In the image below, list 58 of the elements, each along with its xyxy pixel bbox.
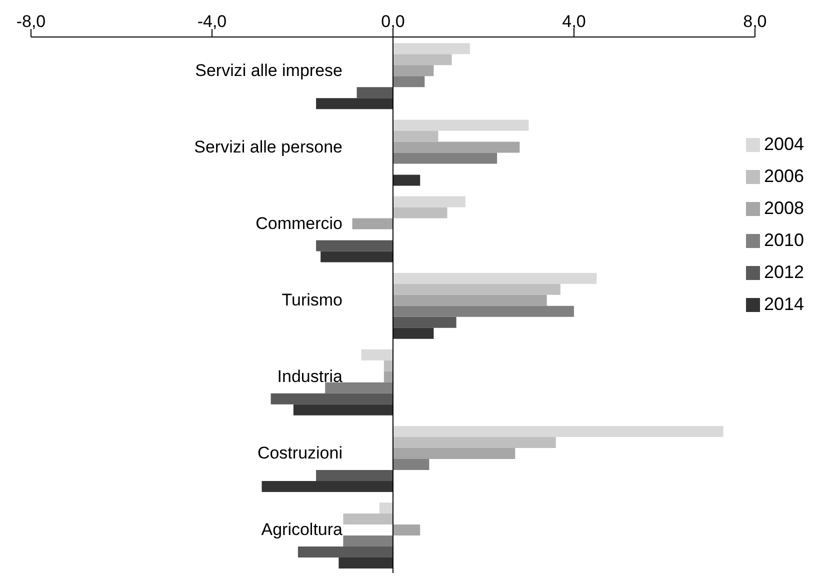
x-tick-label: 4,0 bbox=[562, 12, 586, 31]
bar bbox=[392, 316, 456, 328]
y-tick-label: Costruzioni bbox=[257, 444, 342, 463]
bar bbox=[392, 196, 466, 208]
bar bbox=[270, 393, 393, 404]
bar bbox=[392, 284, 560, 295]
bar bbox=[392, 65, 434, 76]
x-tick-label: -8,0 bbox=[16, 12, 46, 31]
bar bbox=[392, 142, 520, 153]
bar bbox=[392, 76, 425, 88]
legend-label: 2012 bbox=[764, 262, 804, 282]
legend-label: 2014 bbox=[764, 294, 804, 314]
legend-label: 2004 bbox=[764, 134, 804, 154]
x-tick-label: -4,0 bbox=[197, 12, 227, 31]
bar bbox=[361, 349, 393, 360]
y-tick-label: Commercio bbox=[256, 214, 342, 233]
y-tick-label: Servizi alle imprese bbox=[195, 60, 342, 80]
bar bbox=[384, 371, 393, 382]
bar bbox=[356, 87, 393, 98]
bar bbox=[379, 502, 393, 514]
bar bbox=[325, 382, 393, 394]
bar bbox=[384, 360, 393, 372]
legend-label: 2010 bbox=[764, 230, 804, 250]
legend-label: 2006 bbox=[764, 166, 804, 186]
bar bbox=[320, 251, 393, 262]
bar bbox=[316, 240, 393, 252]
bar bbox=[338, 558, 393, 569]
bar bbox=[392, 207, 448, 218]
bar bbox=[343, 514, 393, 525]
bar bbox=[262, 480, 393, 492]
x-tick-label: 0,0 bbox=[381, 12, 405, 31]
bar bbox=[392, 43, 470, 54]
bar bbox=[392, 152, 498, 164]
bar bbox=[392, 174, 420, 186]
bar bbox=[392, 458, 430, 470]
y-tick-label: Servizi alle persone bbox=[194, 137, 342, 156]
bar bbox=[343, 536, 393, 547]
bar bbox=[392, 306, 574, 317]
bar bbox=[293, 404, 393, 416]
bar bbox=[392, 436, 556, 448]
y-tick-label: Industria bbox=[277, 367, 344, 386]
bar bbox=[392, 272, 597, 284]
bar bbox=[352, 218, 393, 230]
bar bbox=[392, 120, 529, 131]
bar bbox=[392, 130, 438, 142]
bar bbox=[392, 328, 434, 339]
bar bbox=[298, 546, 393, 558]
y-tick-label: Agricoltura bbox=[261, 520, 344, 540]
bar bbox=[316, 98, 393, 110]
bar bbox=[392, 524, 420, 536]
bar bbox=[392, 448, 516, 459]
y-tick-label: Turismo bbox=[282, 290, 342, 310]
bar bbox=[392, 294, 547, 306]
x-tick-label: 8,0 bbox=[743, 12, 767, 31]
bar bbox=[392, 54, 452, 66]
legend-label: 2008 bbox=[764, 198, 804, 218]
bar bbox=[316, 470, 393, 481]
bar bbox=[392, 426, 724, 437]
